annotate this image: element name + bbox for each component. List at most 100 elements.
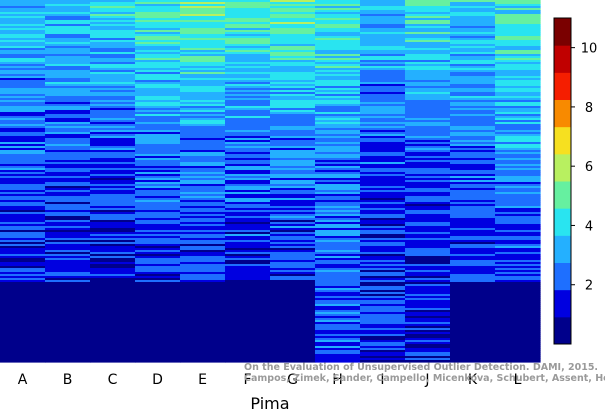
heatmap-cell xyxy=(495,102,541,105)
heatmap-cell xyxy=(360,202,406,205)
heatmap-cell xyxy=(135,10,181,13)
heatmap-cell xyxy=(180,26,226,29)
heatmap-cell xyxy=(450,294,496,297)
heatmap-cell xyxy=(225,106,271,109)
heatmap-cell xyxy=(495,60,541,63)
heatmap-cell xyxy=(0,46,46,49)
heatmap-cell xyxy=(315,236,361,239)
heatmap-cell xyxy=(495,274,541,277)
heatmap-cell xyxy=(405,96,451,99)
heatmap-cell xyxy=(180,142,226,145)
heatmap-cell xyxy=(45,308,91,311)
heatmap-cell xyxy=(135,90,181,93)
heatmap-cell xyxy=(315,58,361,61)
heatmap-cell xyxy=(180,202,226,205)
heatmap-cell xyxy=(45,340,91,343)
heatmap-cell xyxy=(45,108,91,111)
heatmap-cell xyxy=(270,50,316,53)
heatmap-cell xyxy=(0,170,46,173)
heatmap-cell xyxy=(225,72,271,75)
heatmap-cell xyxy=(495,72,541,75)
heatmap-cell xyxy=(315,86,361,89)
heatmap-cell xyxy=(450,180,496,183)
heatmap-cell xyxy=(45,322,91,325)
heatmap-cell xyxy=(360,356,406,359)
heatmap-cell xyxy=(90,56,136,59)
heatmap-cell xyxy=(270,118,316,121)
heatmap-cell xyxy=(360,46,406,49)
heatmap-cell xyxy=(405,270,451,273)
heatmap-cell xyxy=(0,144,46,147)
heatmap-cell xyxy=(405,342,451,345)
heatmap-cell xyxy=(135,8,181,11)
heatmap-cell xyxy=(135,32,181,35)
heatmap-cell xyxy=(270,6,316,9)
heatmap-cell xyxy=(135,296,181,299)
heatmap-cell xyxy=(315,342,361,345)
heatmap-cell xyxy=(180,290,226,293)
heatmap-cell xyxy=(315,266,361,269)
heatmap-cell xyxy=(405,154,451,157)
heatmap-cell xyxy=(180,266,226,269)
heatmap-cell xyxy=(405,282,451,285)
heatmap-cell xyxy=(180,68,226,71)
heatmap-cell xyxy=(225,58,271,61)
heatmap-cell xyxy=(135,266,181,269)
heatmap-cell xyxy=(180,246,226,249)
heatmap-cell xyxy=(315,4,361,7)
heatmap-cell xyxy=(270,26,316,29)
heatmap-cell xyxy=(135,330,181,333)
heatmap-cell xyxy=(135,106,181,109)
credit-line-1: On the Evaluation of Unsupervised Outlie… xyxy=(244,362,599,373)
heatmap-cell xyxy=(225,200,271,203)
heatmap-cell xyxy=(90,96,136,99)
heatmap-cell xyxy=(180,84,226,87)
heatmap-cell xyxy=(360,74,406,77)
heatmap-cell xyxy=(360,266,406,269)
heatmap-cell xyxy=(405,54,451,57)
heatmap-cell xyxy=(90,254,136,257)
heatmap-cell xyxy=(450,152,496,155)
heatmap-cell xyxy=(180,6,226,9)
heatmap-cell xyxy=(90,4,136,7)
heatmap-cell xyxy=(0,42,46,45)
heatmap-cell xyxy=(405,264,451,267)
heatmap-cell xyxy=(315,170,361,173)
heatmap-cell xyxy=(315,126,361,129)
heatmap-cell xyxy=(495,50,541,53)
heatmap-cell xyxy=(0,298,46,301)
heatmap-cell xyxy=(135,306,181,309)
heatmap-cell xyxy=(315,204,361,207)
heatmap-cell xyxy=(180,32,226,35)
heatmap-cell xyxy=(405,84,451,87)
heatmap-cell xyxy=(180,308,226,311)
heatmap-cell xyxy=(450,170,496,173)
heatmap-cell xyxy=(90,172,136,175)
heatmap-cell xyxy=(405,326,451,329)
heatmap-cell xyxy=(90,218,136,221)
heatmap-cell xyxy=(0,344,46,347)
heatmap-cell xyxy=(45,224,91,227)
heatmap-cell xyxy=(360,240,406,243)
colorbar-segment xyxy=(554,208,571,236)
heatmap-cell xyxy=(405,12,451,15)
heatmap-cell xyxy=(45,190,91,193)
heatmap-cell xyxy=(315,38,361,41)
heatmap-cell xyxy=(225,36,271,39)
heatmap-cell xyxy=(405,320,451,323)
heatmap-cell xyxy=(270,262,316,265)
heatmap-cell xyxy=(450,18,496,21)
heatmap-cell xyxy=(225,156,271,159)
heatmap-cell xyxy=(0,328,46,331)
heatmap-cell xyxy=(270,84,316,87)
heatmap-cell xyxy=(405,178,451,181)
heatmap-cell xyxy=(495,358,541,361)
heatmap-cell xyxy=(0,114,46,117)
heatmap-cell xyxy=(45,20,91,23)
heatmap-cell xyxy=(315,244,361,247)
heatmap-cell xyxy=(45,124,91,127)
heatmap-cell xyxy=(0,190,46,193)
heatmap-cell xyxy=(270,56,316,59)
heatmap-cell xyxy=(0,354,46,357)
heatmap-cell xyxy=(180,42,226,45)
